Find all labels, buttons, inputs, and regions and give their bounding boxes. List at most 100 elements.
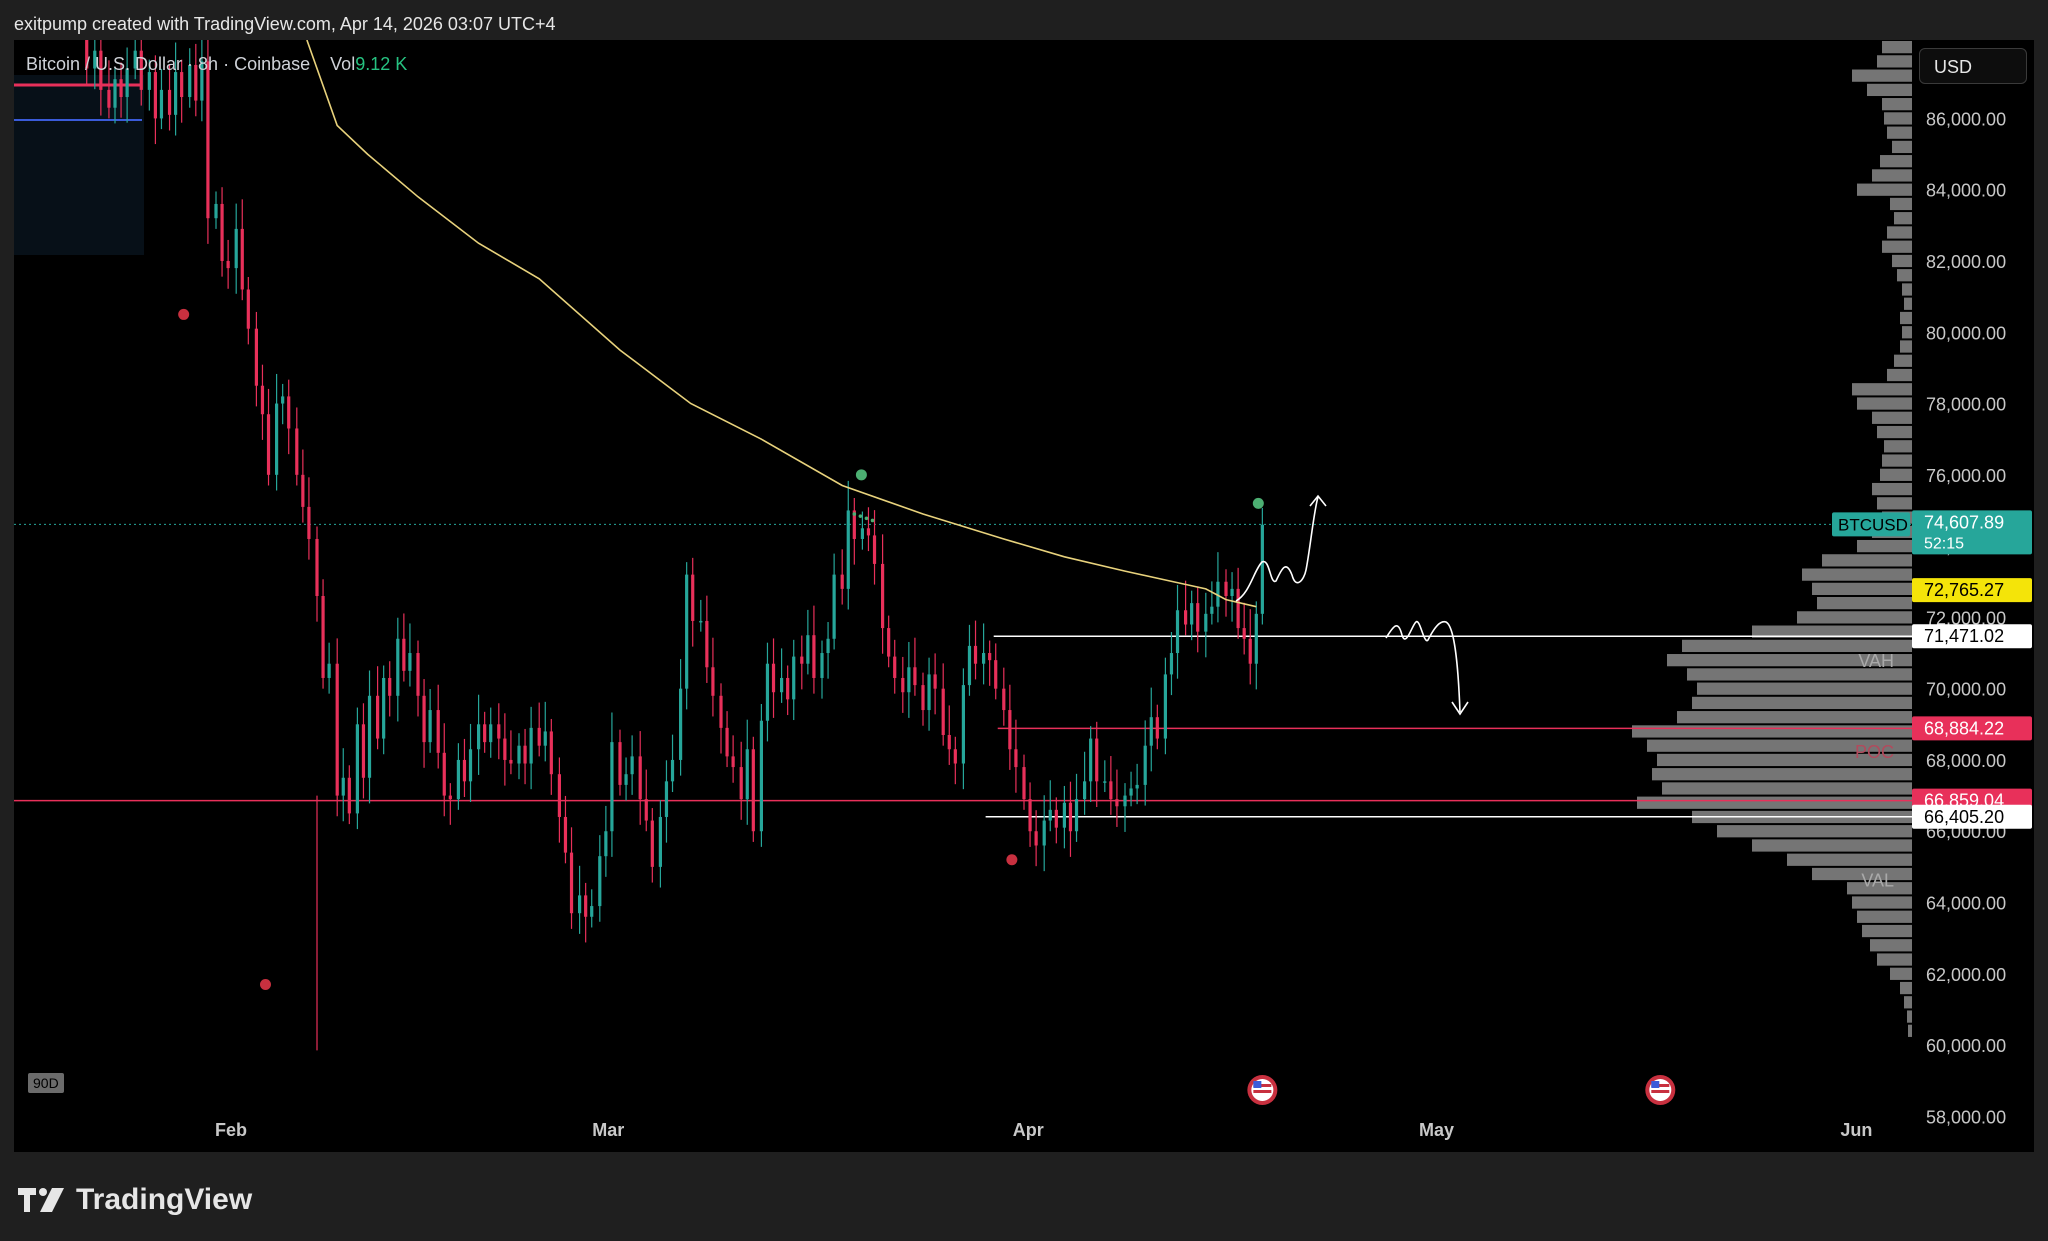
candle-down <box>416 653 420 696</box>
us-event-icon-stripe <box>1253 1084 1272 1087</box>
candle-up <box>1163 674 1167 739</box>
candle-down <box>1248 638 1252 664</box>
volume-profile-bar <box>1857 910 1912 923</box>
candle-up <box>590 906 594 917</box>
period-badge[interactable]: 90D <box>28 1073 64 1093</box>
candle-up <box>125 68 129 98</box>
candle-up <box>610 742 614 832</box>
price-tag <box>1912 624 2032 649</box>
candle-down <box>295 428 299 475</box>
candle-up <box>792 656 796 700</box>
candle-down <box>994 660 998 689</box>
tradingview-logo[interactable]: TradingView <box>18 1180 252 1220</box>
chart-area[interactable]: VAH POC VAL 58,000.00 60,000.00 62,000.00 64,… <box>14 40 2034 1152</box>
candle-down <box>711 667 715 696</box>
candle-down <box>941 688 945 735</box>
price-axis-tick: 64,000.00 <box>1926 894 2006 914</box>
volume-profile-bar <box>1812 867 1912 881</box>
us-event-icon-stripe <box>1651 1090 1670 1093</box>
candle-up <box>477 724 481 750</box>
candle-down <box>549 731 553 775</box>
candle-up <box>517 745 521 764</box>
candle-down <box>335 663 339 796</box>
candle-down <box>301 474 305 507</box>
candle-up <box>604 831 608 857</box>
candle-up <box>630 756 634 775</box>
currency-selector[interactable]: USD <box>1919 48 2027 84</box>
price-axis-tick: 70,000.00 <box>1926 680 2006 700</box>
volume-profile-bar <box>1900 981 1912 995</box>
volume-profile-bar <box>1652 768 1912 781</box>
symbol-tag <box>1832 512 1910 537</box>
candle-down <box>563 816 568 853</box>
candle-up <box>543 731 547 746</box>
candle-up <box>1129 788 1133 796</box>
volume-profile-bar <box>1870 939 1912 952</box>
candle-up <box>147 72 151 90</box>
price-axis-tick: 80,000.00 <box>1926 323 2006 343</box>
candle-up <box>967 645 972 686</box>
symbol-legend[interactable]: Bitcoin / U.S. Dollar · 8h · Coinbase Vo… <box>26 54 407 75</box>
candle-up <box>113 79 117 108</box>
candle-down <box>1236 588 1240 629</box>
candle-down <box>1184 610 1188 625</box>
candle-up <box>765 663 770 721</box>
symbol-title[interactable]: Bitcoin / U.S. Dollar · 8h · Coinbase <box>26 54 311 74</box>
candle-up <box>1123 795 1127 807</box>
candle-down <box>638 756 642 800</box>
price-axis-tick: 58,000.00 <box>1926 1107 2006 1127</box>
price-tag <box>1912 510 2032 555</box>
volume-profile-bar <box>1867 83 1912 97</box>
candle-down <box>99 50 103 90</box>
candle-down <box>1008 710 1012 750</box>
pivot-low-marker <box>259 978 271 990</box>
candle-down <box>422 695 426 743</box>
profile-label-poc: POC <box>1855 742 1894 762</box>
candle-down <box>85 40 89 69</box>
candle-up <box>624 774 628 785</box>
candle-down <box>483 724 487 743</box>
candle-up <box>679 688 683 760</box>
candle-up <box>382 677 386 739</box>
candle-up <box>159 89 164 119</box>
profile-label-val: VAL <box>1861 870 1894 890</box>
price-axis-tick: 84,000.00 <box>1926 181 2006 201</box>
candle-down <box>691 574 695 621</box>
volume-profile-bar <box>1857 183 1912 196</box>
candle-up <box>468 749 473 782</box>
candle-up <box>133 50 137 69</box>
candle-up <box>396 638 400 696</box>
projection-up-arrowhead <box>1309 494 1327 507</box>
candle-down <box>260 385 265 415</box>
volume-profile-bar <box>1890 197 1912 211</box>
candle-up <box>489 724 493 743</box>
volume-profile-bar <box>1667 654 1912 667</box>
moving-average-line <box>306 40 1257 608</box>
volume-profile-bar <box>1872 411 1912 424</box>
volume-profile-bar <box>1902 326 1912 339</box>
volume-profile-bar <box>1872 482 1912 496</box>
candle-down <box>523 745 527 764</box>
us-event-icon-stripe <box>1651 1084 1670 1087</box>
volume-profile-bar <box>1877 425 1912 439</box>
candle-down <box>1002 688 1006 711</box>
volume-profile-bar <box>1892 140 1912 154</box>
price-axis-tick: 86,000.00 <box>1926 109 2006 129</box>
candle-up <box>1254 613 1258 664</box>
candle-down <box>881 563 885 629</box>
candlestick-chart[interactable]: VAH POC VAL 58,000.00 60,000.00 62,000.00 64,… <box>14 40 2034 1152</box>
candle-up <box>806 635 810 664</box>
candle-down <box>973 645 978 664</box>
volume-profile-bar <box>1884 440 1912 453</box>
candle-down <box>739 767 743 800</box>
candle-down <box>220 203 224 261</box>
candle-up <box>275 403 279 475</box>
volume-profile-bar <box>1697 682 1912 695</box>
candle-up <box>1042 820 1046 846</box>
volume-profile-bar <box>1882 41 1912 54</box>
candle-down <box>584 895 588 917</box>
pivot-high-dot <box>870 518 875 523</box>
candle-down <box>887 628 891 657</box>
candle-down <box>988 653 992 661</box>
volume-profile-bar <box>1887 368 1912 382</box>
